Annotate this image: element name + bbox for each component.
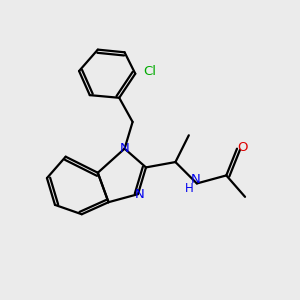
Text: N: N — [134, 188, 144, 201]
Text: Cl: Cl — [143, 64, 157, 77]
Text: N: N — [190, 173, 200, 187]
Text: N: N — [120, 142, 129, 155]
Text: H: H — [184, 182, 193, 195]
Text: O: O — [238, 141, 248, 154]
